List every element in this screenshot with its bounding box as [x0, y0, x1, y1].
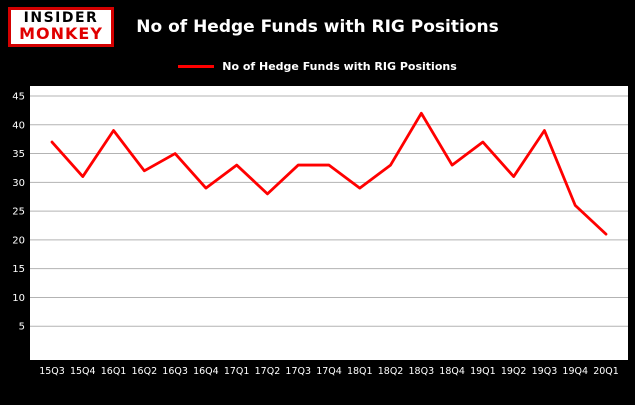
legend-label: No of Hedge Funds with RIG Positions — [222, 60, 457, 73]
line-chart: 5 10 15 20 25 30 35 40 45 15Q3 15Q4 16Q1 16Q2 16Q3 16Q… — [12, 86, 628, 377]
x-tick-label: 17Q2 — [255, 366, 281, 377]
x-tick-label: 15Q3 — [39, 366, 65, 377]
x-tick-label: 17Q1 — [224, 366, 250, 377]
x-tick-label: 16Q4 — [193, 366, 219, 377]
x-tick-label: 18Q4 — [439, 366, 465, 377]
y-tick-label: 20 — [12, 235, 25, 246]
x-tick-label: 15Q4 — [70, 366, 96, 377]
logo-insider-text: INSIDER — [23, 10, 99, 27]
x-tick-label: 18Q3 — [409, 366, 435, 377]
x-tick-label: 19Q1 — [470, 366, 496, 377]
y-tick-label: 35 — [12, 149, 25, 160]
chart-title: No of Hedge Funds with RIG Positions — [136, 17, 499, 37]
y-tick-label: 40 — [12, 120, 25, 131]
legend-line-swatch — [178, 65, 215, 68]
x-tick-label: 16Q2 — [132, 366, 158, 377]
y-tick-label: 25 — [12, 207, 25, 218]
plot-background — [30, 86, 628, 360]
y-tick-label: 5 — [19, 322, 25, 333]
logo-monkey-text: MONKEY — [19, 23, 103, 43]
x-tick-label: 20Q1 — [593, 366, 619, 377]
x-tick-label: 19Q4 — [562, 366, 588, 377]
x-tick-label: 19Q2 — [501, 366, 527, 377]
x-tick-label: 18Q2 — [378, 366, 404, 377]
hedge-funds-line-series — [50, 111, 608, 236]
x-tick-label: 19Q3 — [532, 366, 558, 377]
y-tick-label: 30 — [12, 178, 25, 189]
y-tick-label: 15 — [12, 264, 25, 275]
x-tick-label: 18Q1 — [347, 366, 373, 377]
y-tick-label: 45 — [12, 92, 25, 103]
y-tick-label: 10 — [12, 293, 25, 304]
x-tick-label: 17Q3 — [285, 366, 311, 377]
x-tick-label: 16Q3 — [162, 366, 188, 377]
insider-monkey-logo: INSIDER MONKEY — [8, 7, 114, 47]
legend: No of Hedge Funds with RIG Positions — [0, 60, 635, 73]
x-tick-label: 17Q4 — [316, 366, 342, 377]
x-tick-label: 16Q1 — [101, 366, 127, 377]
